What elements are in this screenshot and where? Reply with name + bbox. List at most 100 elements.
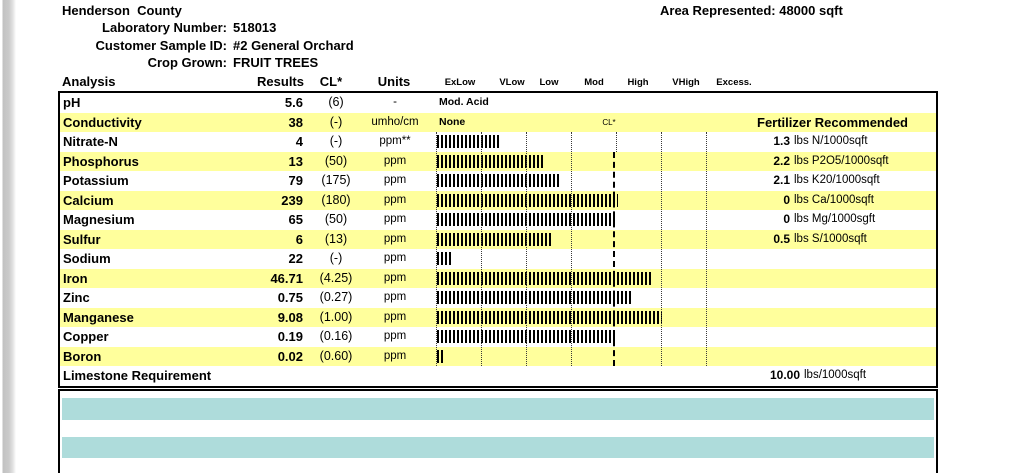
critical-level-value: (-) (329, 251, 343, 266)
analysis-row-ph: pH 5.6 (6) - Mod. Acid (60, 93, 936, 113)
result-value: 22 (288, 251, 303, 267)
chart-gridline (706, 132, 707, 367)
analysis-row-zinc: Zinc 0.75 (0.27) ppm (60, 288, 936, 308)
crop-grown-label: Crop Grown: (147, 55, 227, 70)
result-value: 6 (295, 231, 303, 247)
limestone-value: 10.00 (769, 368, 800, 383)
critical-level-value: (50) (324, 212, 348, 227)
analysis-table: pH 5.6 (6) - Mod. Acid Conductivity 38 (-) umho/… (58, 91, 938, 388)
critical-level-value: (-) (329, 114, 343, 129)
analysis-name: Phosphorus (63, 153, 139, 169)
analysis-name: Iron (63, 270, 88, 286)
col-header-results: Results (257, 74, 304, 89)
analysis-rows: pH 5.6 (6) - Mod. Acid Conductivity 38 (-) umho/… (60, 93, 936, 367)
units-value: ppm (383, 349, 407, 362)
status-text: None (439, 115, 466, 128)
analysis-name: Boron (63, 348, 102, 364)
chart-gridline (436, 132, 437, 367)
crop-grown-value: FRUIT TREES (233, 55, 319, 70)
fertilizer-value: 0.5 (773, 231, 790, 246)
chart-gridline (661, 132, 662, 367)
analysis-name: Copper (63, 329, 109, 345)
analysis-row-manganese: Manganese 9.08 (1.00) ppm (60, 307, 936, 328)
area-represented: Area Represented: 48000 sqft (660, 3, 843, 18)
critical-level-value: (-) (329, 134, 343, 149)
chart-gridline (571, 132, 572, 367)
analysis-row-boron: Boron 0.02 (0.60) ppm (60, 346, 936, 367)
analysis-name: Sodium (63, 251, 111, 267)
scale-label: VHigh (672, 77, 700, 88)
fertilizer-value: 2.2 (773, 153, 790, 168)
analysis-row-nitrate-n: Nitrate-N 4 (-) ppm** 1.3 lbs N/1000sqft (60, 132, 936, 152)
fertilizer-unit: lbs K20/1000sqft (794, 174, 880, 187)
critical-level-value: (175) (321, 173, 351, 188)
fertilizer-unit: lbs Mg/1000sgft (794, 213, 876, 226)
fertilizer-recommended-header: Fertilizer Recommended (757, 114, 908, 130)
teal-band (62, 398, 934, 420)
result-value: 4 (295, 134, 303, 150)
sample-id-label: Customer Sample ID: (95, 38, 227, 53)
level-bar (437, 252, 453, 266)
scale-label: High (627, 77, 649, 88)
units-value: ppm (383, 232, 407, 245)
units-value: ppm (383, 330, 407, 343)
analysis-name: Manganese (63, 309, 134, 325)
level-bar (437, 350, 445, 363)
analysis-name: Calcium (63, 192, 114, 208)
units-value: ppm (383, 193, 407, 206)
critical-level-value: (0.60) (319, 348, 353, 363)
analysis-name: Zinc (63, 290, 90, 306)
analysis-row-magnesium: Magnesium 65 (50) ppm 0 lbs Mg/1000sgft (60, 210, 936, 230)
critical-level-value: (50) (324, 153, 348, 168)
critical-level-line (613, 151, 615, 367)
col-header-units: Units (377, 74, 411, 89)
scale-label: VLow (499, 77, 525, 88)
level-bar (437, 291, 633, 305)
level-bar (437, 135, 500, 149)
limestone-requirement-row: Limestone Requirement 10.00 lbs/1000sqft (60, 366, 936, 386)
lab-number-label: Laboratory Number: (102, 20, 227, 35)
fertilizer-value: 0 (783, 192, 790, 207)
analysis-name: Potassium (63, 173, 129, 189)
sample-id-value: #2 General Orchard (233, 38, 354, 53)
critical-level-value: (0.16) (319, 329, 353, 344)
units-value: ppm (383, 174, 407, 187)
result-value: 79 (288, 173, 303, 189)
fertilizer-unit: lbs N/1000sqft (794, 135, 868, 148)
result-value: 0.19 (277, 329, 303, 345)
fertilizer-unit: lbs Ca/1000sqft (794, 193, 874, 206)
level-bar (437, 174, 560, 188)
result-value: 239 (281, 192, 303, 208)
result-value: 0.02 (277, 348, 303, 364)
units-value: - (393, 96, 397, 108)
cl-marker-label: CL* (602, 117, 616, 127)
col-header-cl: CL* (319, 74, 343, 89)
county-title: Henderson County (62, 3, 182, 18)
critical-level-value: (13) (324, 231, 348, 246)
critical-level-value: (4.25) (319, 270, 353, 285)
scale-label: ExLow (444, 77, 476, 88)
analysis-row-phosphorus: Phosphorus 13 (50) ppm 2.2 lbs P2O5/1000sqft (60, 151, 936, 172)
critical-level-value: (0.27) (319, 290, 353, 305)
fertilizer-value: 2.1 (773, 173, 790, 188)
col-header-analysis: Analysis (62, 74, 116, 89)
critical-level-value: (180) (321, 192, 351, 207)
result-value: 5.6 (284, 95, 303, 110)
level-bar (437, 154, 543, 168)
level-bar (437, 193, 618, 207)
level-bar (437, 232, 553, 246)
scale-label: Excess. (716, 77, 752, 88)
analysis-name: Nitrate-N (63, 134, 118, 150)
result-value: 38 (288, 114, 303, 130)
units-value: ppm (383, 310, 407, 323)
chart-gridline (616, 132, 617, 152)
analysis-row-calcium: Calcium 239 (180) ppm 0 lbs Ca/1000sqft (60, 190, 936, 211)
level-bar (437, 310, 662, 324)
fertilizer-value: 1.3 (773, 134, 790, 149)
chart-gridline (526, 132, 527, 367)
fertilizer-unit: lbs P2O5/1000sqft (794, 154, 889, 167)
scale-label: Mod (584, 77, 604, 88)
page-edge-strip (0, 0, 16, 473)
status-text: Mod. Acid (439, 96, 489, 108)
